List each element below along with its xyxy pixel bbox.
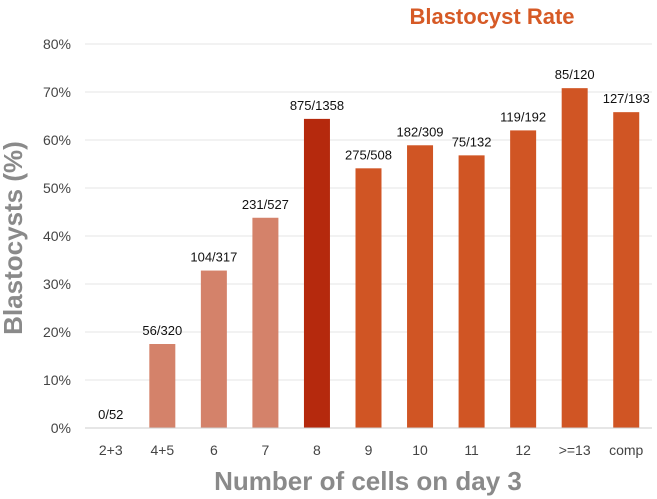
x-axis-ticks: 2+3 4+5 6 7 8 9 10 11 12 >=13 comp	[99, 442, 644, 458]
data-label: 85/120	[555, 67, 595, 82]
bar	[252, 217, 279, 428]
x-tick-label: 7	[262, 442, 270, 458]
bar	[407, 145, 434, 428]
data-label: 56/320	[142, 323, 182, 338]
bar	[149, 344, 176, 428]
bar	[510, 130, 537, 428]
y-tick-label: 50%	[43, 180, 71, 196]
x-axis-label: Number of cells on day 3	[214, 466, 522, 496]
y-axis-label: Blastocysts (%)	[0, 141, 28, 335]
bars	[149, 88, 640, 429]
x-tick-label: >=13	[559, 442, 591, 458]
x-tick-label: 11	[464, 442, 479, 458]
data-label: 104/317	[190, 250, 237, 265]
data-label: 0/52	[98, 407, 123, 422]
bar	[200, 270, 227, 428]
chart-title: Blastocyst Rate	[409, 4, 574, 29]
x-tick-label: comp	[609, 442, 643, 458]
bar	[355, 168, 382, 428]
x-tick-label: 8	[313, 442, 321, 458]
data-label: 231/527	[242, 197, 289, 212]
x-tick-label: 6	[210, 442, 218, 458]
y-tick-label: 20%	[43, 324, 71, 340]
bar	[458, 155, 485, 429]
y-tick-label: 10%	[43, 372, 71, 388]
y-tick-label: 80%	[43, 36, 71, 52]
y-axis-ticks: 0% 10% 20% 30% 40% 50% 60% 70% 80%	[43, 36, 71, 436]
data-label: 75/132	[452, 134, 492, 149]
data-labels: 0/52 56/320 104/317 231/527 875/1358 275/508 1…	[98, 67, 650, 422]
x-tick-label: 2+3	[99, 442, 123, 458]
y-tick-label: 40%	[43, 228, 71, 244]
bar	[303, 118, 330, 428]
x-tick-label: 9	[365, 442, 373, 458]
y-tick-label: 70%	[43, 84, 71, 100]
x-tick-label: 4+5	[150, 442, 174, 458]
bar	[613, 112, 640, 428]
y-tick-label: 0%	[51, 420, 71, 436]
x-tick-label: 10	[412, 442, 428, 458]
data-label: 875/1358	[290, 98, 344, 113]
x-tick-label: 12	[515, 442, 531, 458]
data-label: 127/193	[603, 91, 650, 106]
y-tick-label: 60%	[43, 132, 71, 148]
y-tick-label: 30%	[43, 276, 71, 292]
bar	[561, 88, 588, 428]
data-label: 182/309	[397, 124, 444, 139]
data-label: 119/192	[500, 109, 546, 124]
data-label: 275/508	[345, 147, 392, 162]
